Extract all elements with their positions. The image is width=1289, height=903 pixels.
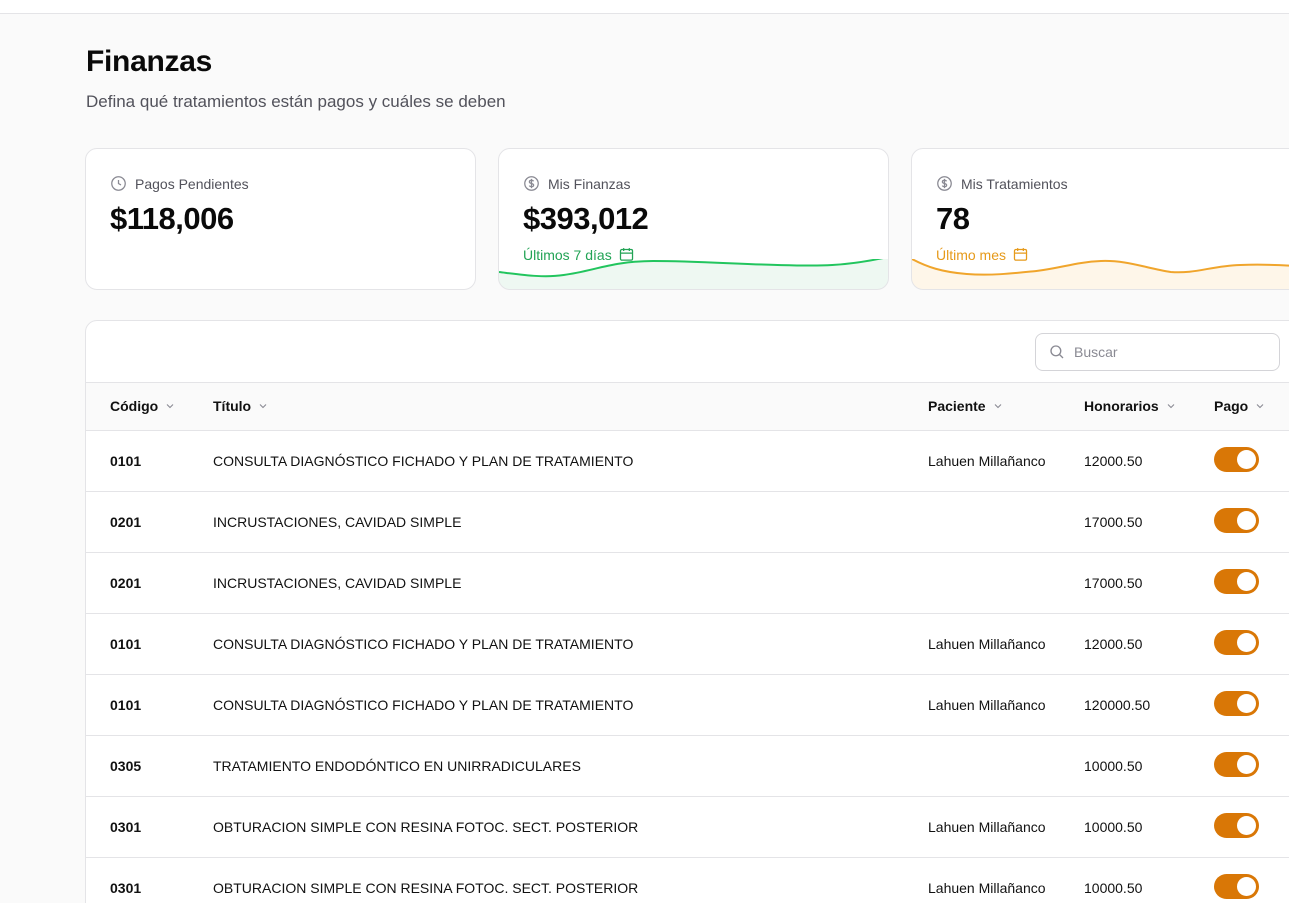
- cell-code: 0201: [110, 514, 142, 530]
- paid-toggle[interactable]: [1214, 813, 1259, 838]
- cell-code: 0201: [110, 575, 142, 591]
- cell-fee: 17000.50: [1084, 575, 1143, 591]
- period-label: Últimos 7 días: [523, 246, 612, 263]
- toggle-knob: [1237, 450, 1256, 469]
- paid-toggle[interactable]: [1214, 691, 1259, 716]
- toggle-knob: [1237, 694, 1256, 713]
- cell-fee: 12000.50: [1084, 636, 1143, 652]
- chevron-down-icon: [166, 404, 174, 409]
- finanzas-sparkline: [499, 259, 888, 289]
- card-period[interactable]: Último mes: [936, 246, 1029, 263]
- column-header-paciente[interactable]: Paciente: [928, 398, 1004, 414]
- cell-title: INCRUSTACIONES, CAVIDAD SIMPLE: [213, 514, 462, 530]
- column-header-codigo[interactable]: Código: [110, 398, 176, 414]
- card-period[interactable]: Últimos 7 días: [523, 246, 635, 263]
- cell-title: CONSULTA DIAGNÓSTICO FICHADO Y PLAN DE T…: [213, 697, 634, 713]
- card-header: Pagos Pendientes: [110, 175, 249, 192]
- column-label: Honorarios: [1084, 398, 1159, 414]
- search-input[interactable]: [1074, 344, 1254, 360]
- period-label: Último mes: [936, 246, 1007, 263]
- card-label: Mis Finanzas: [548, 175, 631, 192]
- cell-title: TRATAMIENTO ENDODÓNTICO EN UNIRRADICULAR…: [213, 758, 581, 774]
- treatments-table-panel: Código Título Paciente Honorarios Pago 0…: [85, 320, 1289, 903]
- cell-patient: Lahuen Millañanco: [928, 697, 1046, 713]
- chevron-down-icon: [1167, 404, 1175, 409]
- cell-patient: Lahuen Millañanco: [928, 636, 1046, 652]
- tratamientos-sparkline: [912, 259, 1289, 289]
- cell-code: 0305: [110, 758, 142, 774]
- cell-code: 0101: [110, 636, 142, 652]
- card-mis-finanzas: Mis Finanzas $393,012 Últimos 7 días: [498, 148, 889, 290]
- column-header-titulo[interactable]: Título: [213, 398, 269, 414]
- card-pagos-pendientes: Pagos Pendientes $118,006: [85, 148, 476, 290]
- calendar-icon[interactable]: [618, 246, 635, 263]
- calendar-icon[interactable]: [1012, 246, 1029, 263]
- dollar-circle-icon: [524, 176, 539, 191]
- table-header: Código Título Paciente Honorarios Pago: [86, 382, 1289, 431]
- paid-toggle[interactable]: [1214, 752, 1259, 777]
- cell-patient: Lahuen Millañanco: [928, 453, 1046, 469]
- cell-title: INCRUSTACIONES, CAVIDAD SIMPLE: [213, 575, 462, 591]
- cell-title: OBTURACION SIMPLE CON RESINA FOTOC. SECT…: [213, 819, 639, 835]
- clock-icon: [111, 176, 126, 191]
- column-header-pago[interactable]: Pago: [1214, 398, 1266, 414]
- card-header: Mis Finanzas: [523, 175, 630, 192]
- card-mis-tratamientos: Mis Tratamientos 78 Último mes: [911, 148, 1289, 290]
- cell-patient: Lahuen Millañanco: [928, 819, 1046, 835]
- page-subtitle: Defina qué tratamientos están pagos y cu…: [86, 92, 506, 111]
- page-title: Finanzas: [86, 45, 212, 78]
- cell-fee: 120000.50: [1084, 697, 1151, 713]
- cell-patient: Lahuen Millañanco: [928, 880, 1046, 896]
- card-value: $393,012: [523, 201, 649, 236]
- column-header-honorarios[interactable]: Honorarios: [1084, 398, 1177, 414]
- paid-toggle[interactable]: [1214, 508, 1259, 533]
- paid-toggle[interactable]: [1214, 447, 1259, 472]
- cell-fee: 10000.50: [1084, 758, 1143, 774]
- toggle-knob: [1237, 877, 1256, 896]
- table-row: 0305 TRATAMIENTO ENDODÓNTICO EN UNIRRADI…: [86, 736, 1289, 797]
- cell-code: 0101: [110, 697, 142, 713]
- toggle-knob: [1237, 816, 1256, 835]
- paid-toggle[interactable]: [1214, 569, 1259, 594]
- cell-title: CONSULTA DIAGNÓSTICO FICHADO Y PLAN DE T…: [213, 636, 634, 652]
- toggle-knob: [1237, 633, 1256, 652]
- paid-toggle[interactable]: [1214, 874, 1259, 899]
- cell-title: OBTURACION SIMPLE CON RESINA FOTOC. SECT…: [213, 880, 639, 896]
- cell-fee: 17000.50: [1084, 514, 1143, 530]
- card-label: Pagos Pendientes: [135, 175, 249, 192]
- toggle-knob: [1237, 755, 1256, 774]
- column-label: Pago: [1214, 398, 1249, 414]
- search-box[interactable]: [1035, 333, 1280, 371]
- toggle-knob: [1237, 572, 1256, 591]
- column-label: Código: [110, 398, 159, 414]
- chevron-down-icon: [994, 404, 1001, 409]
- card-value: 78: [936, 201, 970, 236]
- cell-code: 0301: [110, 880, 142, 896]
- card-header: Mis Tratamientos: [936, 175, 1068, 192]
- chevron-down-icon: [1256, 404, 1264, 409]
- toggle-knob: [1237, 511, 1256, 530]
- paid-toggle[interactable]: [1214, 630, 1259, 655]
- dollar-circle-icon: [937, 176, 952, 191]
- table-row: 0101 CONSULTA DIAGNÓSTICO FICHADO Y PLAN…: [86, 675, 1289, 736]
- table-row: 0301 OBTURACION SIMPLE CON RESINA FOTOC.…: [86, 858, 1289, 903]
- table-row: 0101 CONSULTA DIAGNÓSTICO FICHADO Y PLAN…: [86, 614, 1289, 675]
- table-row: 0101 CONSULTA DIAGNÓSTICO FICHADO Y PLAN…: [86, 431, 1289, 492]
- table-row: 0301 OBTURACION SIMPLE CON RESINA FOTOC.…: [86, 797, 1289, 858]
- cell-title: CONSULTA DIAGNÓSTICO FICHADO Y PLAN DE T…: [213, 453, 634, 469]
- chevron-down-icon: [259, 404, 267, 409]
- table-row: 0201 INCRUSTACIONES, CAVIDAD SIMPLE 1700…: [86, 492, 1289, 553]
- card-label: Mis Tratamientos: [961, 175, 1068, 192]
- cell-fee: 12000.50: [1084, 453, 1143, 469]
- column-label: Título: [213, 398, 252, 414]
- table-row: 0201 INCRUSTACIONES, CAVIDAD SIMPLE 1700…: [86, 553, 1289, 614]
- cell-fee: 10000.50: [1084, 819, 1143, 835]
- column-label: Paciente: [928, 398, 986, 414]
- cell-fee: 10000.50: [1084, 880, 1143, 896]
- cell-code: 0101: [110, 453, 142, 469]
- search-icon: [1050, 345, 1064, 359]
- cell-code: 0301: [110, 819, 142, 835]
- card-value: $118,006: [110, 201, 234, 236]
- top-bar: [0, 0, 1289, 14]
